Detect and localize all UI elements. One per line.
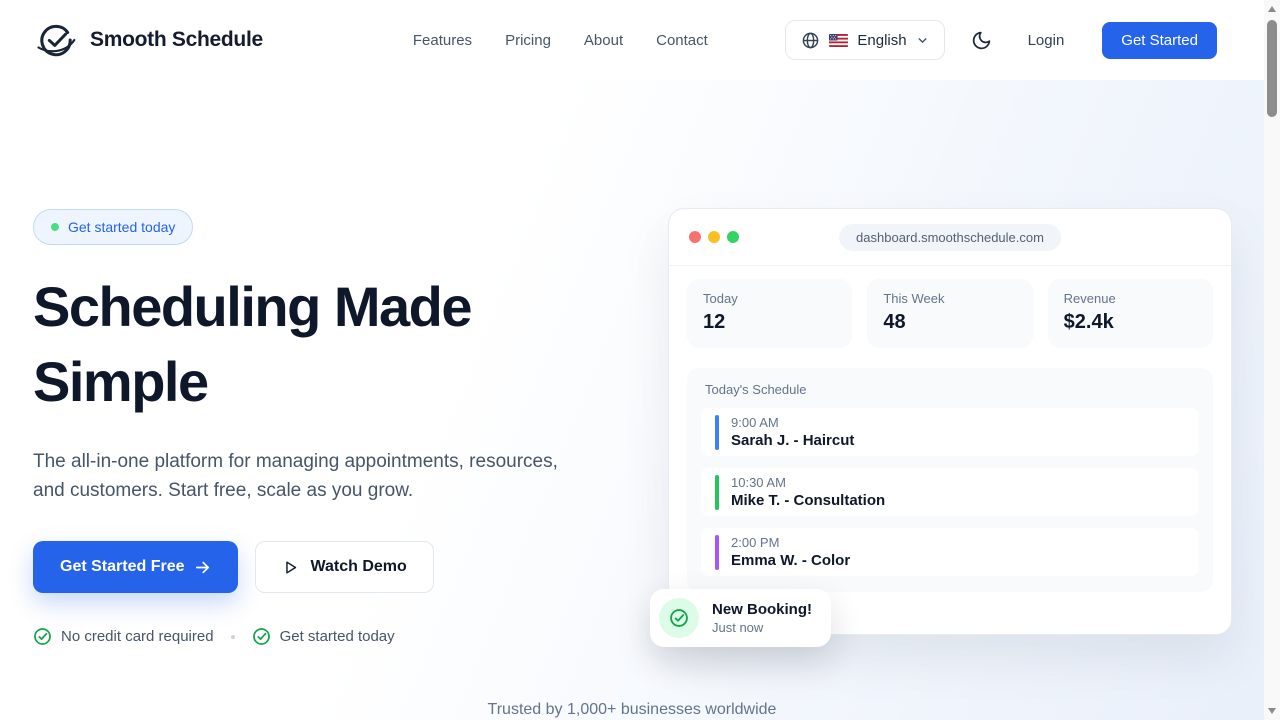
stat-card-this-week: This Week 48 — [867, 279, 1033, 348]
stat-label: This Week — [883, 291, 945, 306]
nav-features[interactable]: Features — [412, 31, 473, 49]
traffic-lights — [689, 231, 739, 243]
hero-title: Scheduling Made Simple — [33, 269, 633, 419]
globe-icon — [803, 32, 819, 48]
dot-separator — [230, 634, 235, 639]
play-icon — [286, 560, 297, 574]
toast-content: New Booking! Just now — [712, 601, 812, 635]
nav-pricing[interactable]: Pricing — [505, 31, 551, 49]
nav-about[interactable]: About — [583, 31, 624, 49]
language-selector[interactable]: English — [785, 20, 945, 60]
trusted-by-text: Trusted by 1,000+ businesses worldwide — [487, 701, 777, 718]
stat-card-today: Today 12 — [687, 279, 853, 348]
appointment-color-bar — [715, 474, 719, 510]
check-circle-icon — [252, 628, 270, 645]
arrow-right-icon — [196, 561, 210, 573]
language-label: English — [857, 31, 907, 49]
watch-demo-button[interactable]: Watch Demo — [255, 541, 434, 593]
appointment-time: 2:00 PM — [731, 535, 780, 550]
us-flag-icon — [829, 33, 849, 47]
get-started-button[interactable]: Get Started — [1102, 21, 1217, 59]
appointment-time: 10:30 AM — [731, 475, 786, 490]
traffic-light-green — [727, 231, 739, 243]
badge-label: Get started today — [68, 219, 176, 235]
mockup-url-bar: dashboard.smoothschedule.com — [839, 223, 1061, 251]
appointment-info: 2:00 PM Emma W. - Color — [731, 535, 850, 569]
check-label: No credit card required — [61, 628, 214, 645]
appointment-row: 10:30 AM Mike T. - Consultation — [701, 468, 1199, 516]
dark-mode-toggle[interactable] — [967, 26, 996, 55]
appointment-name: Mike T. - Consultation — [731, 492, 886, 509]
appointment-color-bar — [715, 534, 719, 570]
moon-icon — [972, 31, 990, 49]
badge-dot — [51, 223, 59, 231]
stat-value: 48 — [883, 311, 906, 333]
chevron-down-icon — [918, 37, 927, 43]
login-link[interactable]: Login — [1027, 31, 1065, 49]
brand-name: Smooth Schedule — [90, 28, 263, 51]
brand-logo[interactable]: Smooth Schedule — [36, 20, 263, 60]
toast-icon-circle — [659, 598, 699, 638]
check-circle-icon — [670, 609, 688, 627]
appointment-info: 9:00 AM Sarah J. - Haircut — [731, 415, 854, 449]
scrollbar-thumb[interactable] — [1267, 20, 1277, 117]
primary-cta-label: Get Started Free — [60, 558, 185, 575]
get-started-free-button[interactable]: Get Started Free — [33, 541, 239, 593]
nav-contact[interactable]: Contact — [656, 31, 708, 49]
schedule-title: Today's Schedule — [705, 382, 807, 397]
stat-card-revenue: Revenue $2.4k — [1047, 279, 1213, 348]
traffic-light-yellow — [708, 231, 720, 243]
appointment-color-bar — [715, 414, 719, 450]
stat-label: Today — [703, 291, 738, 306]
scroll-up-arrow-icon[interactable] — [1268, 6, 1276, 12]
appointment-name: Emma W. - Color — [731, 552, 851, 569]
hero-section: Get started today Scheduling Made Simple… — [33, 209, 633, 646]
hero-title-line1: Scheduling Made — [33, 275, 473, 338]
stat-value: 12 — [703, 311, 726, 333]
appointment-list: 9:00 AM Sarah J. - Haircut 10:30 AM Mike… — [701, 408, 1199, 576]
toast-title: New Booking! — [712, 601, 812, 618]
appointment-time: 9:00 AM — [731, 415, 779, 430]
schedule-panel: Today's Schedule 9:00 AM Sarah J. - Hair… — [687, 368, 1213, 592]
appointment-name: Sarah J. - Haircut — [731, 432, 855, 449]
check-label: Get started today — [279, 628, 395, 645]
stat-value: $2.4k — [1063, 311, 1114, 333]
toast-time: Just now — [712, 620, 764, 635]
check-circle-icon — [34, 628, 51, 645]
dashboard-mockup: dashboard.smoothschedule.com Today 12 Th… — [668, 208, 1232, 635]
stats-row: Today 12 This Week 48 Revenue $2.4k — [687, 279, 1213, 348]
hero-title-line2: Simple — [33, 350, 209, 413]
hero-feature-checks: No credit card required Get started toda… — [33, 627, 633, 646]
hero-badge: Get started today — [33, 209, 194, 245]
appointment-info: 10:30 AM Mike T. - Consultation — [731, 475, 885, 509]
secondary-cta-label: Watch Demo — [310, 558, 407, 575]
header-actions: English Login Get Started — [785, 20, 1217, 60]
new-booking-toast: New Booking! Just now — [650, 589, 831, 647]
hero-description: The all-in-one platform for managing app… — [33, 451, 558, 501]
check-item-get-started: Get started today — [252, 627, 395, 646]
brand-swoosh-icon — [37, 24, 76, 57]
appointment-row: 9:00 AM Sarah J. - Haircut — [701, 408, 1199, 456]
traffic-light-red — [689, 231, 701, 243]
hero-cta-row: Get Started Free Watch Demo — [33, 541, 633, 593]
main-nav: Features Pricing About Contact — [413, 32, 708, 49]
mockup-body: Today 12 This Week 48 Revenue $2.4k Toda… — [669, 266, 1231, 610]
appointment-row: 2:00 PM Emma W. - Color — [701, 528, 1199, 576]
stat-label: Revenue — [1063, 291, 1116, 306]
scroll-down-arrow-icon[interactable] — [1268, 708, 1276, 714]
page-scrollbar[interactable] — [1264, 0, 1280, 720]
header: Smooth Schedule Features Pricing About C… — [0, 0, 1264, 80]
mockup-titlebar: dashboard.smoothschedule.com — [669, 209, 1231, 266]
check-item-no-credit-card: No credit card required — [33, 627, 214, 646]
